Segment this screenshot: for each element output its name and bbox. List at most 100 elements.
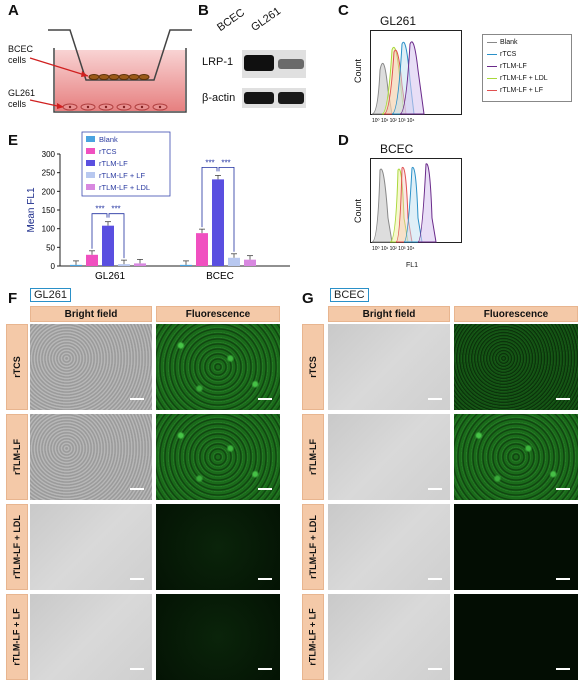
y-axis-label: Mean FL1 [26, 187, 37, 232]
f-col-brightfield: Bright field [30, 306, 152, 322]
bar [134, 263, 146, 266]
legend-label: rTCS [99, 147, 117, 156]
flow-histogram-gl261: 10⁰ 10¹ 10² 10³ 10⁴ [370, 30, 462, 124]
g-bf-lf [328, 594, 450, 680]
flow-legend: Blank rTCS rTLM-LF rTLM-LF + LDL rTLM-LF… [482, 34, 572, 102]
y-tick-label: 300 [42, 150, 56, 159]
g-bf-ldl [328, 504, 450, 590]
legend-label: rTLM-LF + LF [99, 171, 145, 180]
panel-label-c: C [338, 2, 349, 19]
f-bf-rtlmlf [30, 414, 152, 500]
x-category-label: GL261 [95, 271, 125, 282]
f-fl-lf [156, 594, 280, 680]
bar-chart-e: 0 50 100 150 200 250 300 Mean FL1 GL261 *** *** BCE… [26, 131, 290, 282]
g-col-fluorescence: Fluorescence [454, 306, 578, 322]
y-tick-label: 250 [42, 169, 56, 178]
svg-text:10⁰ 10¹ 10² 10³ 10⁴: 10⁰ 10¹ 10² 10³ 10⁴ [372, 118, 415, 124]
flow-bcec-ylabel: Count [353, 198, 364, 224]
f-row-rtcs: rTCS [6, 324, 28, 410]
y-tick-label: 50 [46, 243, 55, 252]
g-bf-rtcs [328, 324, 450, 410]
bar [70, 264, 82, 266]
y-tick-label: 200 [42, 187, 56, 196]
panel-label-b: B [198, 2, 209, 19]
y-tick-label: 100 [42, 225, 56, 234]
g-row-ldl: rTLM-LF + LDL [302, 504, 324, 590]
sig-label: *** [221, 158, 230, 167]
bar-legend-box [81, 131, 171, 197]
g-col-brightfield: Bright field [328, 306, 450, 322]
transwell-schematic [29, 29, 192, 113]
bar [180, 264, 192, 266]
flow-bcec-xlabel: FL1 [406, 262, 419, 269]
gl261-cell-layer [62, 103, 168, 111]
f-row-lf: rTLM-LF + LF [6, 594, 28, 680]
panel-label-f: F [8, 290, 18, 307]
sig-label: *** [95, 205, 104, 214]
bcec-cell-layer [88, 74, 150, 80]
g-row-lf: rTLM-LF + LF [302, 594, 324, 680]
blot-col-gl261: GL261 [249, 5, 284, 35]
f-fl-ldl [156, 504, 280, 590]
panel-f-badge: GL261 [30, 288, 72, 302]
bar [212, 179, 224, 266]
f-bf-rtcs [30, 324, 152, 410]
panel-label-g: G [302, 290, 314, 307]
svg-text:10⁰ 10¹ 10² 10³ 10⁴: 10⁰ 10¹ 10² 10³ 10⁴ [372, 246, 415, 252]
g-fl-lf [454, 594, 578, 680]
lrp1-blot [242, 50, 306, 78]
legend-swatch [86, 172, 95, 178]
sig-bracket [108, 213, 125, 259]
legend-rtcs: rTCS [487, 51, 516, 58]
panel-g-badge: BCEC [330, 288, 369, 302]
sig-bracket [91, 213, 108, 249]
y-tick-label: 150 [42, 206, 56, 215]
panel-label-a: A [8, 2, 19, 19]
gl261-cells-label: GL261 cells [8, 88, 36, 109]
f-fl-rtlmlf [156, 414, 280, 500]
bar [196, 233, 208, 266]
legend-label: rTLM-LF [99, 159, 128, 168]
f-fl-rtcs [156, 324, 280, 410]
legend-label: Blank [99, 135, 118, 144]
bcec-cells-label: BCEC cells [8, 44, 34, 65]
bar [244, 259, 256, 266]
f-bf-lf [30, 594, 152, 680]
legend-rtlmlf: rTLM-LF [487, 63, 527, 70]
flow-histogram-bcec: 10⁰ 10¹ 10² 10³ 10⁴ [370, 158, 462, 252]
sig-bracket [201, 166, 218, 228]
f-col-fluorescence: Fluorescence [156, 306, 280, 322]
flow-gl261-ylabel: Count [353, 58, 364, 84]
g-fl-rtlmlf [454, 414, 578, 500]
sig-label: *** [205, 158, 214, 167]
flow-gl261-title: GL261 [380, 14, 417, 28]
x-category-label: BCEC [206, 271, 234, 282]
legend-ldl: rTLM-LF + LDL [487, 75, 548, 82]
legend-swatch [86, 160, 95, 166]
bar [228, 257, 240, 266]
f-row-ldl: rTLM-LF + LDL [6, 504, 28, 590]
y-tick-label: 0 [51, 262, 56, 271]
panel-label-e: E [8, 132, 19, 149]
f-bf-ldl [30, 504, 152, 590]
flow-bcec-title: BCEC [380, 142, 414, 156]
legend-swatch [86, 184, 95, 190]
legend-blank: Blank [487, 39, 518, 46]
blot-row-lrp1: LRP-1 [202, 56, 234, 68]
bar [102, 225, 114, 266]
legend-swatch [86, 136, 95, 142]
panel-label-d: D [338, 132, 349, 149]
bar [86, 254, 98, 266]
g-fl-rtcs [454, 324, 578, 410]
legend-lf: rTLM-LF + LF [487, 87, 543, 94]
blot-col-bcec: BCEC [215, 6, 248, 34]
legend-label: rTLM-LF + LDL [99, 183, 150, 192]
bar [118, 264, 130, 266]
sig-label: *** [111, 205, 120, 214]
g-row-rtcs: rTCS [302, 324, 324, 410]
actin-blot [242, 88, 306, 108]
sig-bracket [218, 166, 235, 252]
f-row-rtlmlf: rTLM-LF [6, 414, 28, 500]
g-bf-rtlmlf [328, 414, 450, 500]
g-row-rtlmlf: rTLM-LF [302, 414, 324, 500]
